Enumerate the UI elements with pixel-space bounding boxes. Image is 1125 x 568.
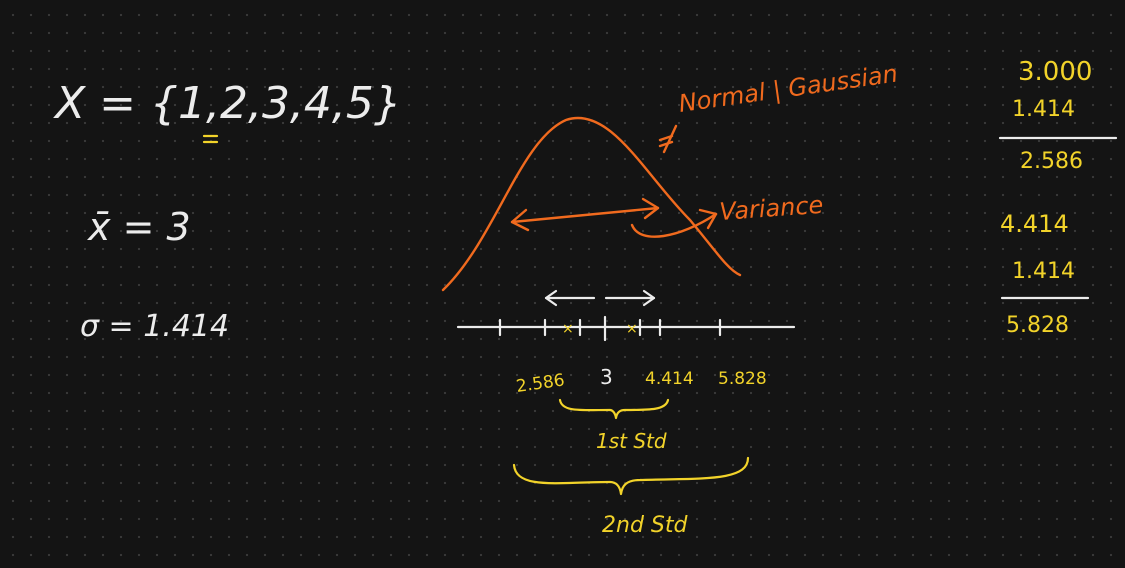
tick-label-4414: 4.414 (645, 369, 694, 389)
subtraction-calc: 3.000 1.414 2.586 (998, 57, 1118, 174)
add-operand-a: 4.414 (1000, 210, 1069, 238)
mean-text: x̄ = 3 (87, 205, 191, 249)
second-std-brace (512, 456, 750, 496)
dataset-note: X = {1,2,3,4,5} (53, 78, 402, 144)
tick-label-5828: 5.828 (718, 369, 767, 389)
sigma-text: σ = 1.414 (80, 309, 229, 344)
tick-label-3: 3 (600, 365, 613, 389)
addition-calc: 4.414 1.414 5.828 (1000, 210, 1090, 338)
sub-operand-a: 3.000 (1018, 57, 1092, 87)
second-std-label: 2nd Std (602, 513, 688, 538)
normal-gaussian-label: Normal | Gaussian (677, 59, 899, 117)
std-span-arrow (544, 289, 656, 307)
marker-left: × (562, 321, 574, 337)
bell-curve (441, 116, 742, 292)
variance-label: Variance (718, 191, 824, 226)
variance-pointer-arrow (630, 208, 718, 238)
marker-right: × (626, 321, 638, 337)
add-operand-b: 1.414 (1012, 259, 1075, 284)
tick-label-2586: 2.586 (515, 370, 566, 397)
add-result: 5.828 (1006, 313, 1069, 338)
dataset-text: X = {1,2,3,4,5} (53, 78, 402, 129)
normal-label-group: Normal | Gaussian (658, 59, 899, 154)
sub-operand-b: 1.414 (1012, 97, 1075, 122)
first-std-brace (558, 398, 670, 420)
first-std-label: 1st Std (596, 429, 667, 453)
sub-result: 2.586 (1020, 149, 1083, 174)
number-line: × × (456, 315, 796, 342)
variance-arrow (510, 197, 660, 232)
